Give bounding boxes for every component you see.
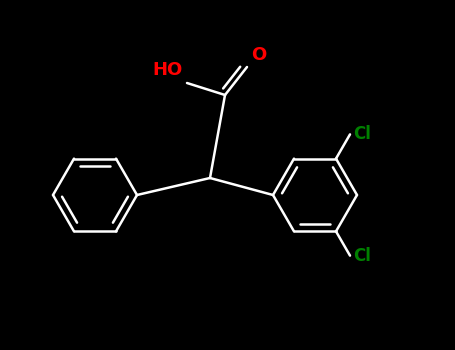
Text: HO: HO [153,61,183,79]
Text: Cl: Cl [353,247,371,265]
Text: O: O [251,46,266,64]
Text: Cl: Cl [353,125,371,144]
